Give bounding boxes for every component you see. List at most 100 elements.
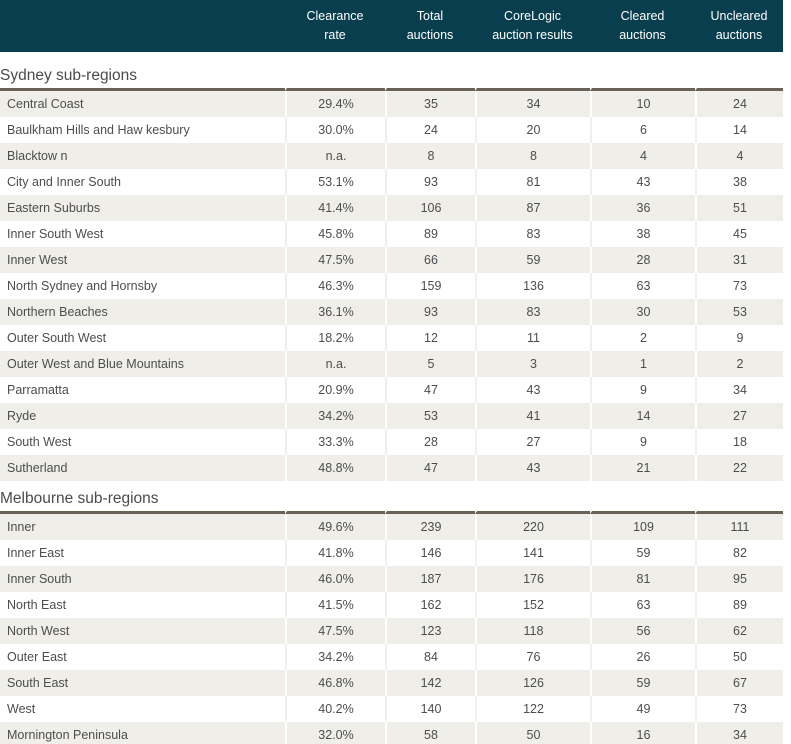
value-cell: 46.0%: [285, 566, 385, 592]
value-cell: 87: [475, 195, 590, 221]
value-cell: 43: [590, 169, 695, 195]
value-cell: 40.2%: [285, 696, 385, 722]
value-cell: 21: [590, 455, 695, 481]
value-cell: 46.8%: [285, 670, 385, 696]
value-cell: 187: [385, 566, 475, 592]
value-cell: 20: [475, 117, 590, 143]
value-cell: 220: [475, 514, 590, 540]
value-cell: 2: [590, 325, 695, 351]
value-cell: 24: [385, 117, 475, 143]
table-row: Eastern Suburbs 41.4% 106 87 36 51: [0, 195, 783, 221]
value-cell: 84: [385, 644, 475, 670]
value-cell: 28: [590, 247, 695, 273]
value-cell: 47.5%: [285, 247, 385, 273]
section-heading-spacer: [285, 481, 385, 514]
table-row: Inner South West 45.8% 89 83 38 45: [0, 221, 783, 247]
value-cell: 30: [590, 299, 695, 325]
value-cell: 4: [590, 143, 695, 169]
value-cell: 38: [590, 221, 695, 247]
region-name-cell: Mornington Peninsula: [0, 722, 285, 744]
value-cell: 123: [385, 618, 475, 644]
region-name-cell: Outer East: [0, 644, 285, 670]
value-cell: 3: [475, 351, 590, 377]
region-name-cell: Inner South West: [0, 221, 285, 247]
value-cell: 43: [475, 377, 590, 403]
region-name-cell: Inner: [0, 514, 285, 540]
value-cell: 27: [475, 429, 590, 455]
value-cell: 59: [590, 540, 695, 566]
table-row: Inner South 46.0% 187 176 81 95: [0, 566, 783, 592]
value-cell: 20.9%: [285, 377, 385, 403]
value-cell: 122: [475, 696, 590, 722]
table-header: Clearance rate Total auctions CoreLogic …: [0, 0, 783, 52]
value-cell: 6: [590, 117, 695, 143]
region-name-cell: Blacktow n: [0, 143, 285, 169]
region-name-cell: Parramatta: [0, 377, 285, 403]
value-cell: 89: [385, 221, 475, 247]
value-cell: 59: [475, 247, 590, 273]
value-cell: 26: [590, 644, 695, 670]
section-heading-spacer: [590, 52, 695, 91]
value-cell: 22: [695, 455, 783, 481]
region-name-cell: Ryde: [0, 403, 285, 429]
value-cell: 29.4%: [285, 91, 385, 117]
value-cell: 63: [590, 592, 695, 618]
value-cell: 59: [590, 670, 695, 696]
value-cell: 82: [695, 540, 783, 566]
value-cell: 66: [385, 247, 475, 273]
value-cell: 136: [475, 273, 590, 299]
value-cell: 34: [695, 722, 783, 744]
value-cell: 34.2%: [285, 403, 385, 429]
header-total-auctions: Total auctions: [385, 0, 475, 52]
value-cell: 4: [695, 143, 783, 169]
table-row: Inner West 47.5% 66 59 28 31: [0, 247, 783, 273]
table-body: Sydney sub-regions Central Coast 29.4% 35 34…: [0, 52, 783, 744]
value-cell: 34.2%: [285, 644, 385, 670]
value-cell: 81: [475, 169, 590, 195]
value-cell: 126: [475, 670, 590, 696]
value-cell: 45.8%: [285, 221, 385, 247]
value-cell: 36.1%: [285, 299, 385, 325]
value-cell: 50: [695, 644, 783, 670]
value-cell: 41.4%: [285, 195, 385, 221]
value-cell: 50: [475, 722, 590, 744]
value-cell: 45: [695, 221, 783, 247]
region-name-cell: South East: [0, 670, 285, 696]
value-cell: n.a.: [285, 351, 385, 377]
region-name-cell: City and Inner South: [0, 169, 285, 195]
value-cell: 111: [695, 514, 783, 540]
table-row: North Sydney and Hornsby 46.3% 159 136 63 73: [0, 273, 783, 299]
value-cell: 95: [695, 566, 783, 592]
value-cell: 38: [695, 169, 783, 195]
table-row: Parramatta 20.9% 47 43 9 34: [0, 377, 783, 403]
value-cell: n.a.: [285, 143, 385, 169]
value-cell: 34: [475, 91, 590, 117]
table-row: Outer East 34.2% 84 76 26 50: [0, 644, 783, 670]
value-cell: 47: [385, 377, 475, 403]
value-cell: 41.8%: [285, 540, 385, 566]
region-name-cell: Eastern Suburbs: [0, 195, 285, 221]
value-cell: 28: [385, 429, 475, 455]
header-corelogic-results: CoreLogic auction results: [475, 0, 590, 52]
value-cell: 83: [475, 299, 590, 325]
table-row: Blacktow n n.a. 8 8 4 4: [0, 143, 783, 169]
value-cell: 41: [475, 403, 590, 429]
value-cell: 63: [590, 273, 695, 299]
value-cell: 8: [475, 143, 590, 169]
value-cell: 162: [385, 592, 475, 618]
table-row: City and Inner South 53.1% 93 81 43 38: [0, 169, 783, 195]
value-cell: 10: [590, 91, 695, 117]
value-cell: 49.6%: [285, 514, 385, 540]
value-cell: 43: [475, 455, 590, 481]
value-cell: 14: [590, 403, 695, 429]
value-cell: 140: [385, 696, 475, 722]
value-cell: 141: [475, 540, 590, 566]
value-cell: 47.5%: [285, 618, 385, 644]
value-cell: 16: [590, 722, 695, 744]
value-cell: 49: [590, 696, 695, 722]
region-name-cell: Baulkham Hills and Haw kesbury: [0, 117, 285, 143]
region-name-cell: Inner East: [0, 540, 285, 566]
table-row: Baulkham Hills and Haw kesbury 30.0% 24 20 6…: [0, 117, 783, 143]
table-row: South East 46.8% 142 126 59 67: [0, 670, 783, 696]
value-cell: 53.1%: [285, 169, 385, 195]
